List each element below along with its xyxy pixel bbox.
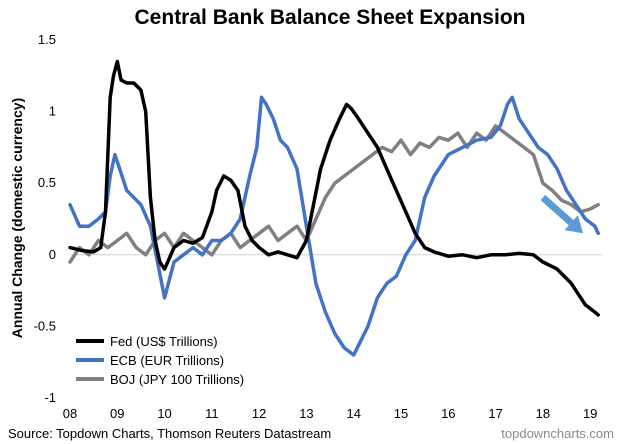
- x-tick-label: 17: [488, 406, 502, 421]
- x-tick-label: 18: [536, 406, 550, 421]
- legend-label-2: BOJ (JPY 100 Trillions): [110, 372, 244, 387]
- y-tick-label: -1: [44, 390, 56, 405]
- series-line-0: [68, 59, 600, 317]
- x-tick-label: 15: [394, 406, 408, 421]
- legend-label-1: ECB (EUR Trillions): [110, 353, 224, 368]
- x-tick-label: 14: [346, 406, 360, 421]
- x-tick-label: 08: [63, 406, 77, 421]
- y-axis-label: Annual Change (domestic currency): [9, 98, 25, 338]
- x-tick-label: 10: [157, 406, 171, 421]
- annotations: [540, 194, 584, 234]
- series-line-2: [68, 124, 600, 264]
- y-tick-label: 0.5: [38, 175, 56, 190]
- plot-area: [68, 59, 602, 357]
- x-tick-label: 19: [583, 406, 597, 421]
- y-tick-label: 1.5: [38, 32, 56, 47]
- y-tick-label: -0.5: [34, 318, 56, 333]
- legend-label-0: Fed (US$ Trillions): [110, 334, 218, 349]
- chart-title: Central Bank Balance Sheet Expansion: [135, 6, 526, 29]
- trend-arrow-head: [564, 215, 584, 234]
- x-tick-label: 12: [252, 406, 266, 421]
- y-tick-label: 1: [49, 104, 56, 119]
- x-tick-label: 11: [205, 406, 219, 421]
- website-credit: topdowncharts.com: [501, 426, 614, 441]
- x-tick-label: 16: [441, 406, 455, 421]
- x-tick-label: 09: [110, 406, 124, 421]
- y-axis-ticks: 1.5 1 0.5 0 -0.5 -1: [34, 32, 56, 405]
- legend: Fed (US$ Trillions) ECB (EUR Trillions) BO…: [76, 334, 244, 387]
- y-tick-label: 0: [49, 247, 56, 262]
- x-tick-label: 13: [299, 406, 313, 421]
- x-axis-ticks: 08 09 10 11 12 13 14 15 16 17 18 19: [63, 406, 598, 421]
- series-line-1: [68, 95, 600, 357]
- source-note: Source: Topdown Charts, Thomson Reuters …: [8, 426, 331, 441]
- trend-arrow-shaft: [540, 194, 574, 226]
